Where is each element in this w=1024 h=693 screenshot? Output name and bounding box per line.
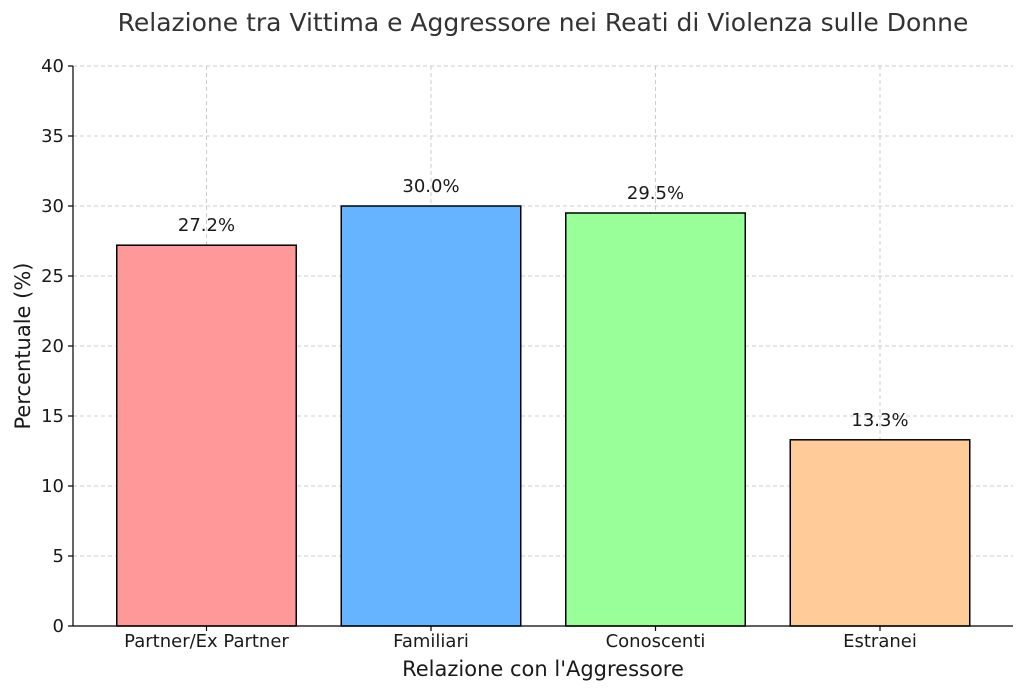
bars — [116, 205, 971, 627]
bar-estranei — [789, 439, 971, 627]
bar-value-label: 30.0% — [402, 176, 459, 197]
bar-conoscenti — [565, 212, 746, 627]
bar-familiari — [340, 205, 522, 627]
y-tick-label: 35 — [41, 126, 64, 147]
y-tick-label: 40 — [41, 56, 64, 77]
y-tick-label: 0 — [53, 616, 64, 637]
x-axis-title: Relazione con l'Aggressore — [402, 657, 684, 681]
x-tick-label: Estranei — [843, 631, 917, 652]
y-tick-label: 25 — [41, 266, 64, 287]
y-tick-label: 5 — [53, 546, 64, 567]
bar-value-label: 13.3% — [851, 410, 908, 431]
bar-partner-ex-partner — [116, 244, 297, 627]
bar-value-label: 29.5% — [627, 183, 684, 204]
y-tick-label: 20 — [41, 336, 64, 357]
x-tick-label: Familiari — [393, 631, 469, 652]
y-tick-label: 10 — [41, 476, 64, 497]
bar-value-label: 27.2% — [178, 215, 235, 236]
chart-title: Relazione tra Vittima e Aggressore nei R… — [118, 8, 969, 37]
x-tick-label: Conoscenti — [606, 631, 706, 652]
y-tick-label: 15 — [41, 406, 64, 427]
value-labels: 27.2% 30.0% 29.5% 13.3% — [178, 176, 909, 431]
y-ticks: 0 5 10 15 20 25 30 35 40 — [41, 56, 73, 637]
y-axis-title: Percentuale (%) — [11, 263, 35, 430]
x-tick-label: Partner/Ex Partner — [124, 631, 289, 652]
y-tick-label: 30 — [41, 196, 64, 217]
x-ticks: Partner/Ex Partner Familiari Conoscenti Est… — [124, 626, 917, 652]
